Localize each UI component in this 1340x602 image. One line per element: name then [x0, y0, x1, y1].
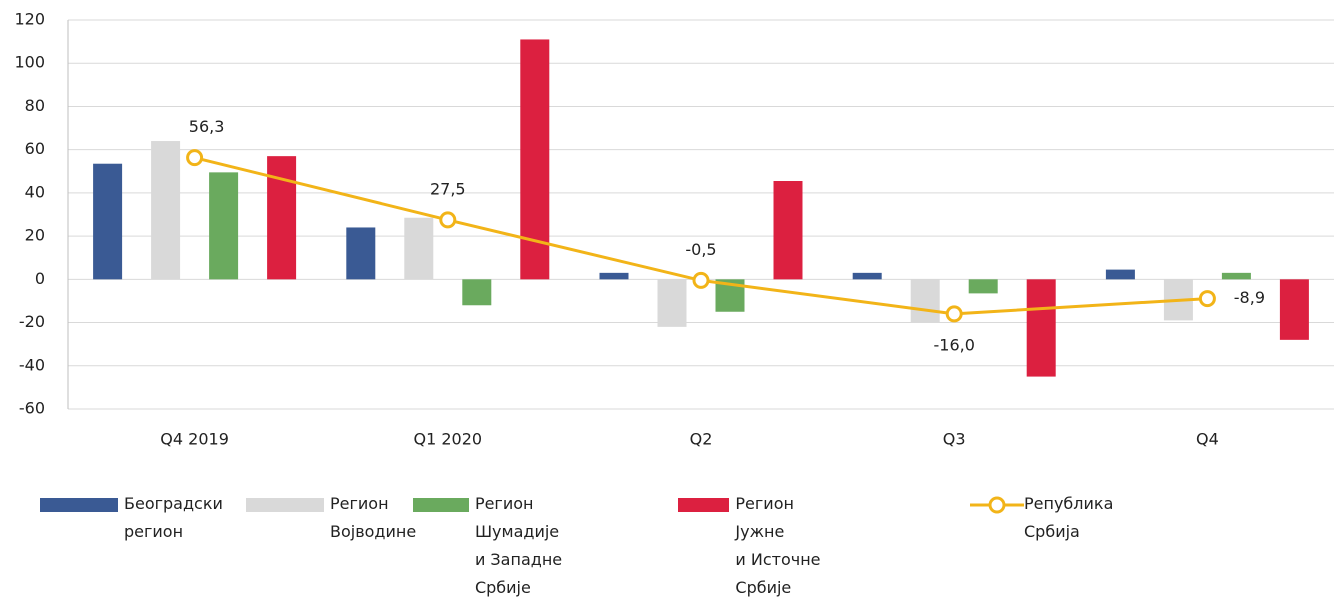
page: -60 -40 -20 0 20 40 60 80 100 120 Q4 2019 Q1 2020 Q2…: [14, 9, 1334, 597]
y-tick-label: -60: [19, 399, 45, 418]
bar: [968, 279, 998, 294]
bar: [599, 272, 629, 280]
legend-label: Регион Шумадије и Западне Србије: [474, 494, 563, 597]
data-label: 56,3: [189, 117, 225, 136]
bar: [852, 272, 882, 280]
legend-swatch: [246, 498, 324, 512]
y-tick-label: 80: [25, 96, 45, 115]
line-marker: [1198, 290, 1216, 308]
x-tick-label: Q3: [943, 430, 966, 449]
y-tick-label: 0: [35, 269, 45, 288]
y-tick-label: 20: [25, 226, 45, 245]
legend-swatch: [678, 498, 730, 512]
legend-item: Регион Јужне и Источне Србије: [678, 490, 832, 602]
bar: [910, 279, 940, 323]
y-tick-label: 60: [25, 139, 45, 158]
legend-swatch: [413, 498, 469, 512]
legend-item: Регион Шумадије и Западне Србије: [413, 490, 581, 602]
legend-item: Београдски регион: [40, 490, 223, 546]
legend-swatch: [40, 498, 118, 512]
bar: [151, 141, 181, 280]
legend-label: Регион Јужне и Источне Србије: [735, 494, 821, 597]
y-tick-label: -40: [19, 355, 45, 374]
bar: [462, 279, 492, 306]
bar: [657, 279, 687, 327]
legend-label: Београдски регион: [124, 494, 223, 541]
line-marker: [692, 271, 710, 289]
legend-marker: [988, 496, 1006, 514]
bar: [1279, 279, 1309, 340]
bar: [773, 181, 803, 280]
line-marker: [945, 305, 963, 323]
bar: [1105, 269, 1135, 280]
x-tick-label: Q1 2020: [414, 430, 483, 449]
chart: -60 -40 -20 0 20 40 60 80 100 120 Q4 2019 Q1 2020 Q2…: [14, 10, 1334, 449]
x-tick-label: Q2: [690, 430, 713, 449]
legend-label: Регион Војводине: [330, 494, 417, 541]
y-tick-label: 100: [14, 53, 45, 72]
y-tick-label: -20: [19, 312, 45, 331]
bar: [93, 163, 123, 280]
line-marker: [186, 149, 204, 167]
legend-item: Република Србија: [970, 490, 1113, 546]
bar: [1026, 279, 1056, 377]
legend-swatch: [970, 496, 1024, 514]
data-label: 27,5: [430, 179, 466, 198]
legend-item: Регион Војводине: [246, 490, 416, 546]
bar: [346, 227, 376, 280]
line-marker: [439, 211, 457, 229]
data-label: -16,0: [933, 335, 974, 354]
legend-label: Република Србија: [1024, 494, 1114, 541]
x-tick-label: Q4 2019: [160, 430, 229, 449]
bar: [267, 156, 297, 280]
bar: [1221, 272, 1251, 280]
data-label: -0,5: [685, 240, 716, 259]
y-tick-label: 120: [14, 10, 45, 29]
y-tick-label: 40: [25, 182, 45, 201]
bar: [404, 217, 434, 280]
x-tick-label: Q4: [1196, 430, 1219, 449]
bar: [209, 172, 239, 280]
data-label: -8,9: [1234, 288, 1265, 307]
